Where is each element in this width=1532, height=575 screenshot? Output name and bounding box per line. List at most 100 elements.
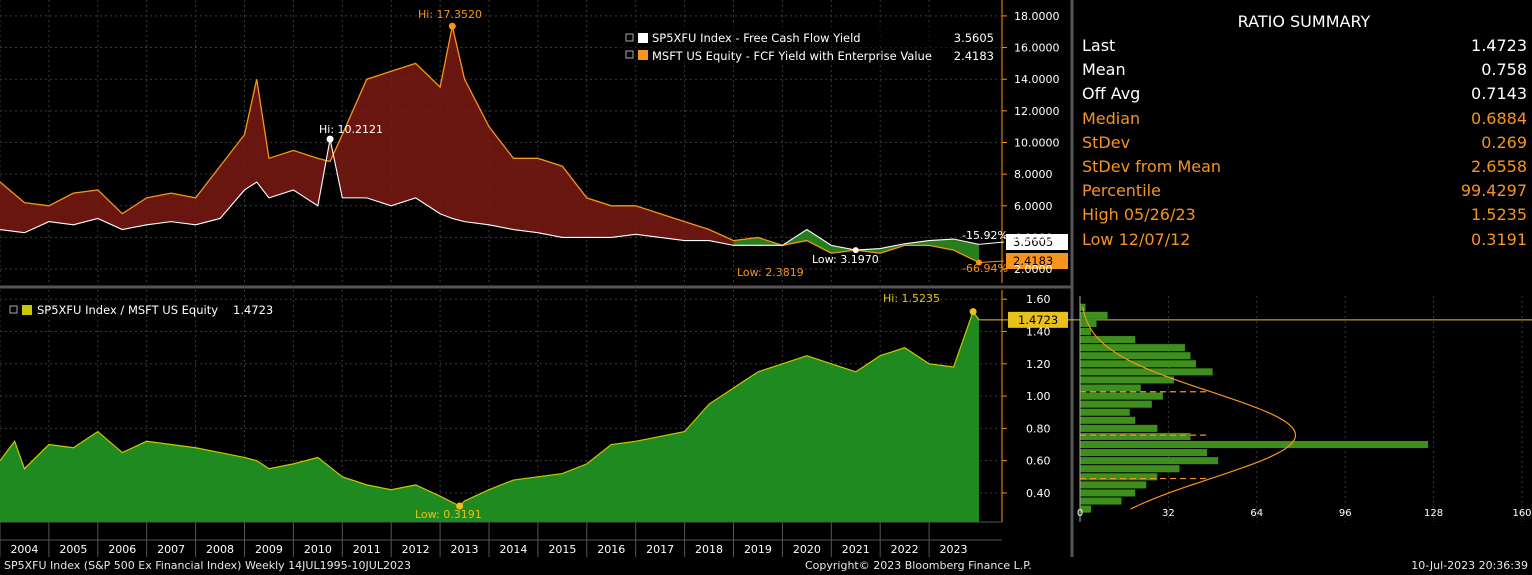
spread-fill <box>0 26 979 263</box>
hist-bar <box>1080 400 1152 408</box>
last-value-tag-text: 3.5605 <box>1013 235 1053 249</box>
top-y-tick-label: 18.0000 <box>1014 10 1060 23</box>
hist-x-tick-label: 96 <box>1339 508 1352 519</box>
x-tick-label: 2016 <box>597 543 625 556</box>
legend-swatch-msft <box>638 50 648 60</box>
bottom-y-tick-label: 1.60 <box>1026 293 1051 306</box>
footer-copyright: Copyright© 2023 Bloomberg Finance L.P. <box>805 559 1032 572</box>
summary-row: Low 12/07/12 0.3191 <box>1082 230 1527 254</box>
summary-row-value: 0.269 <box>1481 132 1527 152</box>
summary-row-label: StDev <box>1082 132 1131 152</box>
ratio-area-fill <box>0 311 979 522</box>
sp5xfu-high-marker <box>326 135 334 143</box>
summary-row-label: Last <box>1082 36 1116 55</box>
hist-x-tick-label: 0 <box>1077 508 1083 519</box>
legend-label-ratio: SP5XFU Index / MSFT US Equity <box>37 303 218 317</box>
sp5xfu-series-line <box>0 139 980 251</box>
sp5xfu-low-marker <box>852 247 859 254</box>
last-value-tag-text: 2.4183 <box>1013 254 1053 268</box>
annotation-ratio-low: Low: 0.3191 <box>415 508 482 521</box>
top-y-tick-label: 10.0000 <box>1014 137 1060 150</box>
hist-bar <box>1080 416 1136 424</box>
hist-bar <box>1080 497 1122 505</box>
bottom-legend[interactable]: SP5XFU Index / MSFT US Equity 1.4723 <box>9 303 273 317</box>
bottom-y-tick-label: 0.40 <box>1026 487 1051 500</box>
legend-expand-icon-2[interactable] <box>625 50 634 59</box>
summary-row: StDev from Mean 2.6558 <box>1082 157 1527 181</box>
hist-bar <box>1080 376 1174 384</box>
msft-high-marker <box>448 22 456 30</box>
annotation-msft-low: Low: 2.3819 <box>737 266 804 279</box>
x-tick-label: 2020 <box>793 543 821 556</box>
legend-value-sp5xfu: 3.5605 <box>954 31 994 45</box>
hist-bar <box>1080 457 1219 465</box>
hist-bar <box>1080 327 1092 336</box>
last-value-leader <box>978 241 1005 245</box>
hist-x-tick-label: 160 <box>1512 508 1531 519</box>
bottom-y-tick-label: 0.60 <box>1026 455 1051 468</box>
top-y-tick-label: 12.0000 <box>1014 105 1060 118</box>
hist-bar <box>1080 344 1185 352</box>
ratio-high-marker <box>969 308 977 316</box>
hist-bar <box>1080 505 1092 513</box>
legend-expand-icon-3[interactable] <box>9 305 18 314</box>
summary-row: Mean 0.758 <box>1082 60 1527 84</box>
ratio-chart: 1.4723 <box>0 308 1532 522</box>
annotation-sp5xfu-low: Low: 3.1970 <box>812 253 879 266</box>
summary-row: High 05/26/23 1.5235 <box>1082 205 1527 229</box>
legend-value-ratio: 1.4723 <box>233 303 273 317</box>
hist-x-tick-label: 128 <box>1424 508 1443 519</box>
hist-normal-curve <box>1082 307 1297 510</box>
x-tick-label: 2012 <box>402 543 430 556</box>
summary-row: Off Avg 0.7143 <box>1082 84 1527 108</box>
hist-bar <box>1080 424 1158 432</box>
x-tick-label: 2018 <box>695 543 723 556</box>
top-y-tick-label: 16.0000 <box>1014 42 1060 55</box>
x-tick-label: 2005 <box>59 543 87 556</box>
hist-bar <box>1080 489 1136 497</box>
ratio-summary-title: RATIO SUMMARY <box>1237 12 1371 31</box>
legend-value-msft: 2.4183 <box>954 49 994 63</box>
summary-row-value: 1.5235 <box>1471 205 1527 225</box>
ratio-last-tag <box>1008 311 1068 328</box>
summary-row: StDev 0.269 <box>1082 133 1527 157</box>
hist-x-tick-label: 32 <box>1162 508 1175 519</box>
top-legend[interactable]: SP5XFU Index - Free Cash Flow Yield 3.56… <box>620 25 998 65</box>
last-value-tag <box>1006 234 1068 250</box>
summary-row-value: 99.4297 <box>1460 181 1527 201</box>
summary-row-value: 0.7143 <box>1471 84 1527 104</box>
hist-bar <box>1080 360 1197 368</box>
x-tick-label: 2015 <box>548 543 576 556</box>
top-y-tick-label: 8.0000 <box>1014 168 1053 181</box>
change-label-sp5xfu: -15.92% <box>962 229 1008 242</box>
x-tick-label: 2009 <box>255 543 283 556</box>
hist-bar <box>1080 303 1086 311</box>
bottom-y-tick-label: 1.00 <box>1026 390 1051 403</box>
x-tick-label: 2022 <box>891 543 919 556</box>
hist-bar <box>1080 352 1191 360</box>
x-tick-label: 2021 <box>842 543 870 556</box>
axes: 2004 2005 2006 2007 2008 2009 2010 2011 2012 2013… <box>10 10 1531 556</box>
top-y-tick-label: 2.0000 <box>1014 263 1053 276</box>
bottom-y-tick-label: 1.20 <box>1026 358 1051 371</box>
x-tick-label: 2007 <box>157 543 185 556</box>
footer-security-info: SP5XFU Index (S&P 500 Ex Financial Index… <box>4 559 411 572</box>
x-tick-label: 2017 <box>646 543 674 556</box>
hist-bar <box>1080 465 1180 473</box>
legend-swatch-sp5xfu <box>638 33 648 43</box>
ratio-summary-panel: RATIO SUMMARY Last 1.4723 Mean 0.758 Off Avg… <box>1076 0 1532 260</box>
footer-bar: SP5XFU Index (S&P 500 Ex Financial Index… <box>0 557 1532 575</box>
annotation-ratio-high: Hi: 1.5235 <box>883 292 940 305</box>
hist-x-tick-label: 64 <box>1250 508 1263 519</box>
summary-row-value: 0.758 <box>1481 60 1527 80</box>
summary-row: Median 0.6884 <box>1082 109 1527 133</box>
legend-label-sp5xfu: SP5XFU Index - Free Cash Flow Yield <box>652 31 861 45</box>
x-tick-label: 2019 <box>744 543 772 556</box>
summary-row-value: 0.6884 <box>1471 108 1527 128</box>
summary-row-label: High 05/26/23 <box>1082 205 1196 225</box>
top-y-tick-label: 6.0000 <box>1014 200 1053 213</box>
hist-bar <box>1080 449 1208 457</box>
summary-row-label: Low 12/07/12 <box>1082 229 1191 249</box>
bottom-y-tick-label: 0.80 <box>1026 422 1051 435</box>
legend-expand-icon[interactable] <box>625 33 634 42</box>
